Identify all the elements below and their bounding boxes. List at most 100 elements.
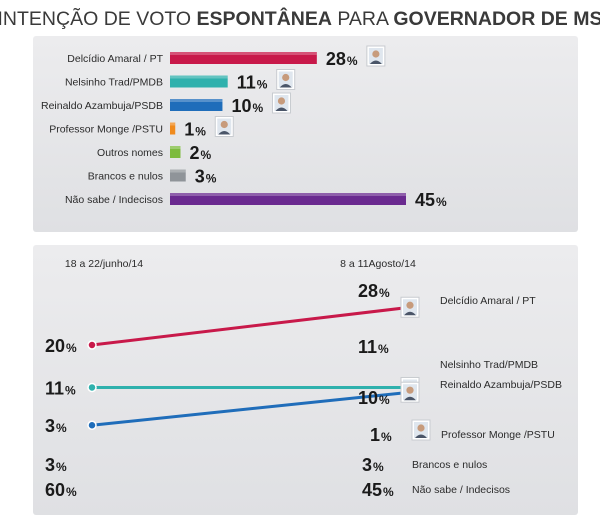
other-end-value: 1 (370, 425, 380, 445)
bar (170, 99, 223, 111)
bar-value-label: 2 (189, 143, 199, 163)
series-line (91, 390, 411, 427)
other-start-value: 60 (45, 480, 65, 500)
bar-highlight (170, 193, 406, 196)
bar-value-label: 3 (195, 167, 205, 187)
photo-head (277, 97, 286, 105)
bar-chart: Delcídio Amaral / PT 28 % Nelsinho Trad/PMD… (41, 45, 447, 210)
bar-value-label: 1 (184, 120, 194, 140)
photo-head (372, 50, 380, 58)
series-end-value: 11 (358, 337, 377, 357)
bar (170, 75, 228, 88)
photo-body (404, 396, 416, 401)
other-end-unit: % (381, 430, 392, 444)
bar-category-label: Reinaldo Azambuja/PSDB (41, 100, 163, 112)
title-part-2: ESPONTÂNEA (197, 6, 332, 30)
photo-body (404, 311, 416, 316)
photo-head (220, 120, 228, 129)
series-start-value: 20 (45, 336, 65, 356)
other-start-unit: % (66, 485, 77, 499)
bar-category-label: Brancos e nulos (88, 171, 163, 183)
bar-highlight (170, 146, 181, 149)
bar-highlight (170, 122, 176, 126)
bar (170, 193, 406, 205)
bar-unit-label: % (252, 101, 263, 115)
other-end-unit: % (373, 460, 384, 474)
bar-highlight (170, 75, 228, 79)
series-start-unit: % (56, 421, 67, 435)
series-end-unit: % (378, 342, 389, 356)
photo-body (369, 60, 382, 64)
photo-body (218, 131, 231, 135)
series-end-unit: % (379, 393, 390, 407)
series-start-point (87, 382, 97, 393)
delcidio-photo-icon (400, 296, 420, 318)
photo-body (415, 434, 427, 438)
period-label-end: 8 a 11Agosto/14 (340, 258, 416, 270)
photo-head (417, 424, 425, 432)
series-line (91, 305, 411, 347)
photo-head (282, 73, 290, 82)
line-panel (33, 245, 578, 515)
other-end-value: 45 (362, 480, 382, 500)
photo-body (279, 84, 292, 88)
bar (170, 169, 186, 182)
photo-body (275, 107, 288, 111)
other-end-value: 3 (362, 455, 372, 475)
series-end-unit: % (379, 286, 390, 300)
series-start-value: 3 (45, 416, 55, 436)
bar-value-label: 28 (326, 49, 346, 69)
series-start-unit: % (65, 383, 76, 397)
bar (170, 146, 181, 158)
title-part-4: GOVERNADOR DE MS (393, 8, 600, 30)
other-start-unit: % (56, 460, 67, 474)
bar-unit-label: % (347, 54, 358, 68)
nelsinho-photo-icon (276, 69, 296, 90)
bar-unit-label: % (436, 195, 447, 209)
series-start-point (87, 340, 97, 350)
bar-unit-label: % (201, 148, 212, 162)
bar-unit-label: % (257, 78, 268, 92)
bar (170, 122, 176, 135)
bar-highlight (170, 52, 317, 55)
bar-category-label: Delcídio Amaral / PT (67, 53, 163, 65)
bar-unit-label: % (206, 172, 217, 186)
series-name-label: Reinaldo Azambuja/PSDB (440, 379, 562, 391)
other-name-label: Não sabe / Indecisos (412, 484, 510, 496)
bar (170, 52, 317, 64)
bar-highlight (170, 169, 186, 173)
series-start-point (87, 420, 97, 430)
reinaldo-photo-icon (400, 381, 420, 403)
reinaldo-photo-icon (271, 92, 291, 114)
title-part-1: INTENÇÃO DE VOTO (0, 6, 197, 30)
series-start-value: 11 (45, 378, 64, 398)
series-start-unit: % (66, 341, 77, 355)
period-label-start: 18 a 22/junho/14 (65, 258, 143, 270)
bar-value-label: 11 (237, 73, 256, 93)
other-name-label: Brancos e nulos (412, 459, 487, 471)
monge-photo-icon (214, 116, 234, 137)
series-name-label: Nelsinho Trad/PMDB (440, 359, 538, 371)
chart-title: INTENÇÃO DE VOTO ESPONTÂNEA PARA GOVERNA… (0, 6, 600, 30)
delcidio-photo-icon (366, 45, 386, 67)
bar-unit-label: % (195, 125, 206, 139)
bar-category-label: Professor Monge /PSTU (49, 124, 163, 136)
series-name-label: Delcídio Amaral / PT (440, 295, 536, 307)
other-start-value: 3 (45, 455, 55, 475)
title-part-3: PARA (332, 8, 393, 30)
bar-value-label: 10 (231, 96, 251, 116)
series-end-value: 10 (358, 388, 378, 408)
bar-category-label: Outros nomes (97, 147, 163, 159)
series-end-value: 28 (358, 281, 378, 301)
bar-category-label: Não sabe / Indecisos (65, 194, 163, 206)
bar-value-label: 45 (415, 190, 435, 210)
other-name-label: Professor Monge /PSTU (441, 429, 555, 441)
photo-head (406, 301, 414, 309)
bar-highlight (170, 99, 223, 102)
bar-category-label: Nelsinho Trad/PMDB (65, 77, 163, 89)
bar-panel (33, 36, 578, 232)
monge-photo-icon (411, 419, 431, 441)
